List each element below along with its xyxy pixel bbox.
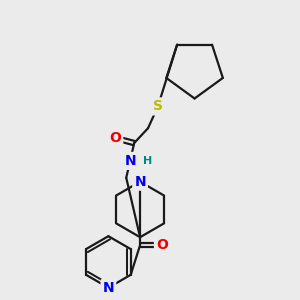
Text: S: S xyxy=(153,99,163,113)
Text: N: N xyxy=(103,281,114,295)
Text: O: O xyxy=(156,238,168,252)
Text: N: N xyxy=(134,175,146,189)
Text: O: O xyxy=(110,131,121,145)
Text: H: H xyxy=(143,156,153,166)
Text: N: N xyxy=(124,154,136,168)
